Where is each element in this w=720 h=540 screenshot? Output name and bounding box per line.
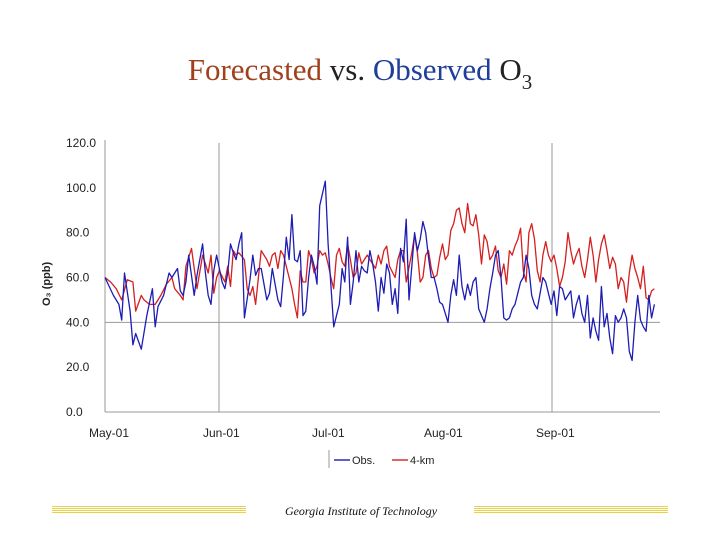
y-tick-label: 0.0: [66, 405, 83, 419]
series-line-4-km: [104, 202, 655, 319]
x-tick-label: Jun-01: [203, 426, 240, 440]
y-tick-label: 100.0: [66, 181, 96, 195]
series-line-obs-: [104, 180, 656, 362]
title-observed: Observed: [372, 52, 492, 87]
x-tick-label: May-01: [89, 426, 129, 440]
legend-label: 4-km: [410, 455, 434, 467]
y-axis-label: O₃ (ppb): [41, 261, 53, 306]
title-vs: vs.: [329, 52, 366, 87]
legend-label: Obs.: [352, 455, 375, 467]
x-tick-label: Jul-01: [312, 426, 345, 440]
footer-text: Georgia Institute of Technology: [284, 504, 438, 518]
title-forecasted: Forecasted: [187, 52, 322, 87]
footer-rule-right: [474, 506, 668, 515]
x-tick-label: Sep-01: [536, 426, 575, 440]
slide-title: Forecasted vs. Observed O3: [0, 52, 720, 94]
y-tick-label: 80.0: [66, 226, 90, 240]
footer-rule-left: [52, 506, 246, 515]
y-tick-label: 40.0: [66, 315, 90, 329]
y-tick-label: 120.0: [66, 136, 96, 150]
x-tick-label: Aug-01: [424, 426, 463, 440]
y-tick-label: 60.0: [66, 271, 90, 285]
title-o: O: [499, 52, 522, 87]
y-tick-label: 20.0: [66, 360, 90, 374]
title-subscript: 3: [521, 70, 533, 94]
